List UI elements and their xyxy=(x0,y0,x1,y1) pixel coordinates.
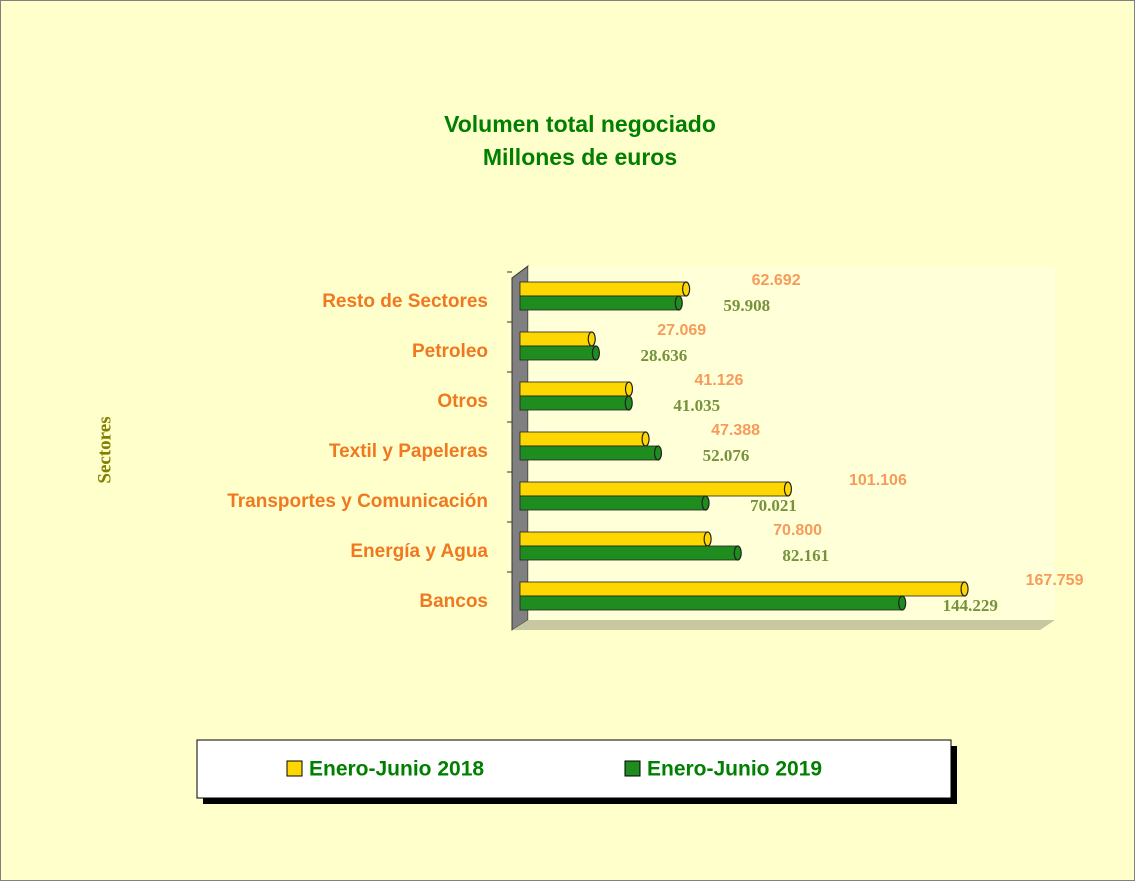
bar-body xyxy=(519,545,739,561)
bar-cap xyxy=(682,281,691,297)
bar-body xyxy=(519,281,687,297)
bar xyxy=(519,531,712,547)
bar-cap xyxy=(624,381,634,397)
data-label: 41.126 xyxy=(695,372,744,389)
bar xyxy=(519,345,600,361)
legend-label: Enero-Junio 2018 xyxy=(309,758,484,781)
y-axis-label: Sectores xyxy=(94,416,115,483)
bar-body xyxy=(519,445,659,461)
bar xyxy=(519,431,650,447)
bar-body xyxy=(519,581,965,597)
bar-cap xyxy=(783,481,793,497)
bar xyxy=(519,381,634,397)
bar-body xyxy=(519,295,680,311)
data-label: 82.161 xyxy=(782,546,829,565)
bar xyxy=(519,595,907,611)
data-label: 52.076 xyxy=(703,446,750,465)
chart-subtitle: Millones de euros xyxy=(483,144,677,170)
bar xyxy=(519,281,691,297)
bar-cap xyxy=(898,595,907,611)
data-label: 70.800 xyxy=(773,522,822,539)
data-label: 167.759 xyxy=(1026,572,1084,589)
bar-body xyxy=(519,595,903,611)
category-label: Petroleo xyxy=(412,341,488,362)
bar-cap xyxy=(960,581,969,597)
bar-body xyxy=(519,531,709,547)
data-label: 62.692 xyxy=(752,272,801,289)
data-label: 28.636 xyxy=(641,346,688,365)
bar xyxy=(519,395,633,411)
floor xyxy=(512,620,1055,630)
data-label: 41.035 xyxy=(673,396,720,415)
bar-cap xyxy=(653,445,663,461)
bar-body xyxy=(519,495,706,511)
data-label: 144.229 xyxy=(943,596,998,615)
category-label: Textil y Papeleras xyxy=(329,441,488,462)
category-label: Otros xyxy=(437,391,488,412)
bar-body xyxy=(519,331,593,347)
bar xyxy=(519,445,663,461)
data-label: 27.069 xyxy=(657,322,706,339)
bar xyxy=(519,545,742,561)
category-label: Bancos xyxy=(419,591,488,612)
bar-body xyxy=(519,345,597,361)
bar-cap xyxy=(703,531,712,547)
category-label: Resto de Sectores xyxy=(322,291,488,312)
bar-cap xyxy=(591,345,600,361)
legend-swatch xyxy=(286,760,303,777)
bar-cap xyxy=(733,545,742,561)
legend-label: Enero-Junio 2019 xyxy=(647,758,822,781)
bar-body xyxy=(519,481,789,497)
data-label: 47.388 xyxy=(711,422,760,439)
category-label: Transportes y Comunicación xyxy=(227,491,488,512)
bar-cap xyxy=(624,395,633,411)
data-label: 70.021 xyxy=(750,496,797,515)
bar-cap xyxy=(641,431,650,447)
bar xyxy=(519,581,969,597)
data-label: 59.908 xyxy=(723,296,770,315)
bar-body xyxy=(519,431,646,447)
bar xyxy=(519,481,793,497)
chart-title: Volumen total negociado xyxy=(444,111,716,137)
legend-swatch xyxy=(624,760,641,777)
bar-body xyxy=(519,381,630,397)
bar xyxy=(519,331,596,347)
bar-body xyxy=(519,395,630,411)
bar xyxy=(519,295,683,311)
bar-cap xyxy=(674,295,683,311)
category-label: Energía y Agua xyxy=(350,541,488,562)
bar-cap xyxy=(701,495,710,511)
data-label: 101.106 xyxy=(849,472,907,489)
legend xyxy=(196,739,952,799)
bar xyxy=(519,495,710,511)
bar-cap xyxy=(587,331,596,347)
